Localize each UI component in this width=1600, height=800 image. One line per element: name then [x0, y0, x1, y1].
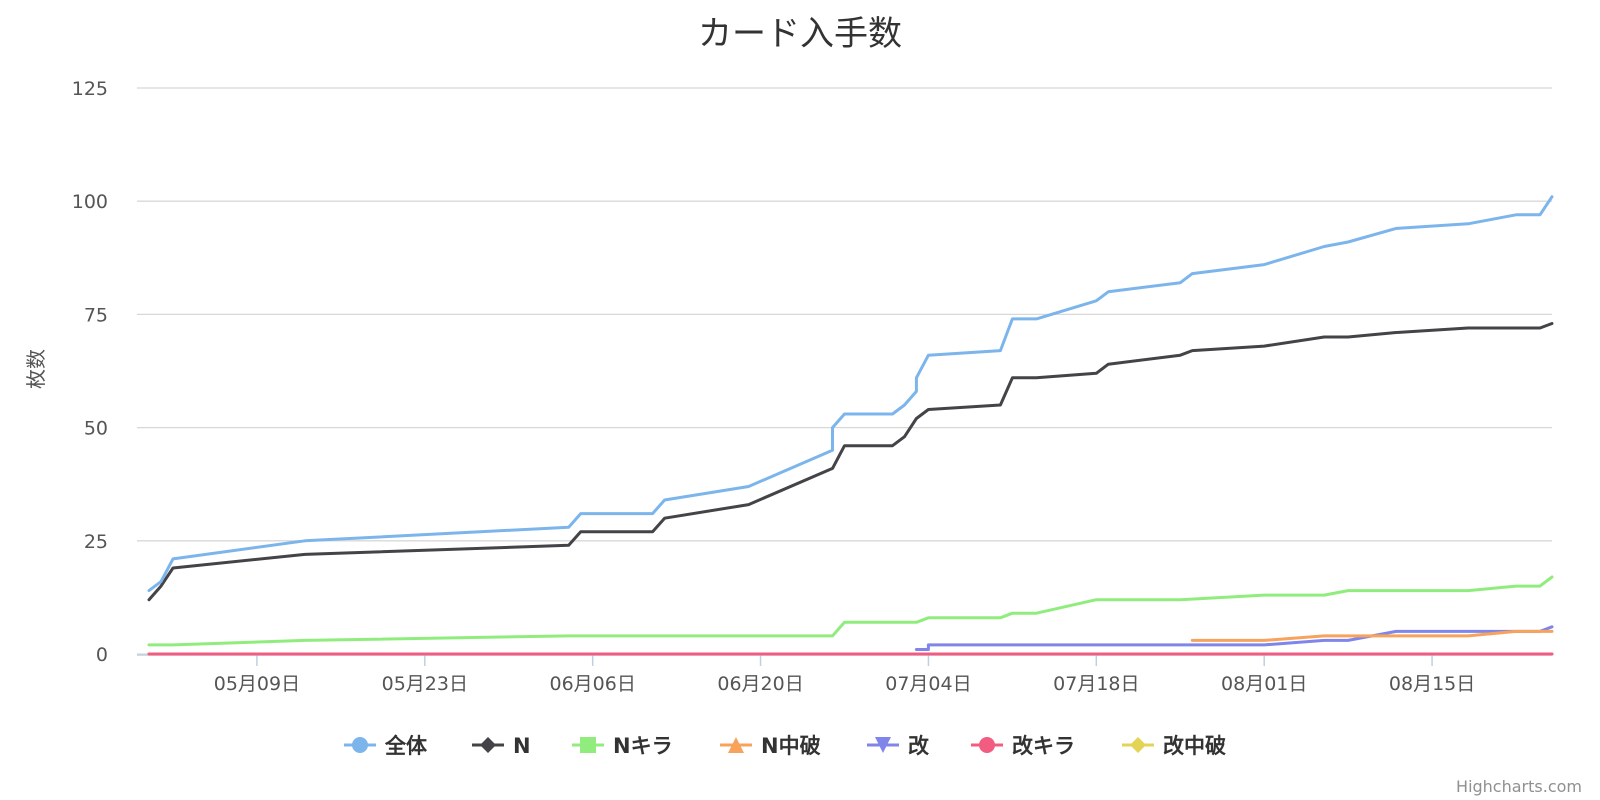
x-tick-label: 05月23日: [382, 673, 468, 695]
x-tick-label: 07月04日: [885, 673, 971, 695]
y-tick-label: 75: [84, 304, 108, 326]
legend-label[interactable]: 改: [908, 734, 930, 758]
series-line-N: [147, 322, 1554, 602]
legend-item-改中破[interactable]: 改中破: [1122, 734, 1226, 758]
chart-title: カード入手数: [698, 14, 902, 54]
x-tick-label: 08月15日: [1389, 673, 1475, 695]
y-tick-label: 25: [84, 531, 108, 553]
legend-marker: [728, 737, 744, 753]
grid-lines: [137, 87, 1552, 655]
x-tick-label: 06月20日: [717, 673, 803, 695]
x-axis-ticks: 05月09日 05月23日 06月06日 06月20日 07月04日 07月18日 08月0…: [137, 654, 1552, 695]
legend-item-改キラ[interactable]: 改キラ: [971, 734, 1075, 758]
series-line-N中破: [1190, 629, 1554, 642]
x-tick-label: 05月09日: [214, 673, 300, 695]
series-line-改: [914, 625, 1554, 651]
legend-marker: [480, 737, 496, 753]
y-axis-ticks: 0 25 50 75 100 125: [72, 78, 108, 666]
legend-item-Nキラ[interactable]: Nキラ: [572, 734, 673, 758]
legend-marker: [875, 737, 891, 753]
legend-label[interactable]: N中破: [761, 734, 821, 758]
y-tick-label: 50: [84, 418, 108, 440]
legend-label[interactable]: 全体: [384, 734, 428, 758]
x-tick-label: 07月18日: [1053, 673, 1139, 695]
y-tick-label: 100: [72, 191, 108, 213]
legend-label[interactable]: Nキラ: [613, 734, 673, 758]
y-tick-label: 125: [72, 78, 108, 100]
legend-item-N[interactable]: N: [472, 734, 531, 758]
legend-item-N中破[interactable]: N中破: [720, 734, 821, 758]
legend-marker: [1130, 737, 1146, 753]
legend-label[interactable]: 改中破: [1163, 734, 1226, 758]
plot-series: [147, 195, 1554, 656]
legend-label[interactable]: 改キラ: [1012, 734, 1075, 758]
legend-marker: [352, 737, 368, 753]
x-tick-label: 08月01日: [1221, 673, 1307, 695]
y-axis-title: 枚数: [24, 349, 48, 389]
legend-marker: [580, 737, 596, 753]
legend-label[interactable]: N: [513, 734, 531, 758]
credits-link[interactable]: Highcharts.com: [1456, 777, 1582, 796]
legend: 全体 N Nキラ N中破 改 改キラ 改中破: [344, 734, 1226, 758]
series-line-Nキラ: [147, 575, 1554, 647]
legend-marker: [979, 737, 995, 753]
y-tick-label: 0: [96, 644, 108, 666]
series-line-全体: [147, 195, 1554, 593]
legend-item-全体[interactable]: 全体: [344, 734, 428, 758]
x-tick-label: 06月06日: [549, 673, 635, 695]
legend-item-改[interactable]: 改: [867, 734, 930, 758]
